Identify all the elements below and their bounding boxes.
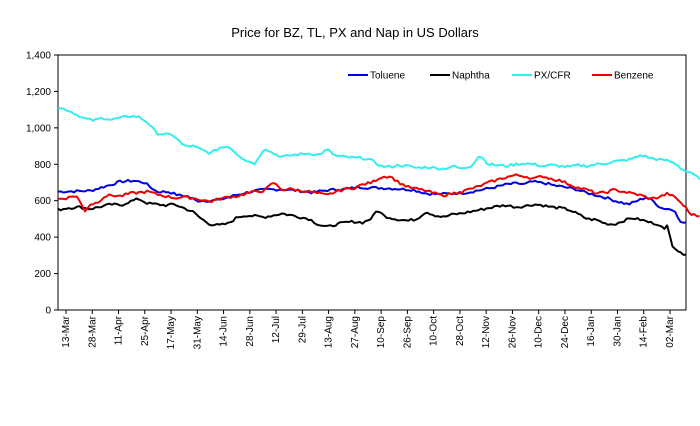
y-tick-label: 200: [34, 269, 51, 280]
legend: Toluene Naphtha PX/CFR Benzene: [348, 71, 654, 82]
x-tick-label: 31-May: [192, 316, 203, 349]
plot-frame: [57, 54, 687, 311]
legend-label: Benzene: [614, 71, 654, 82]
series-line-px-cfr: [57, 107, 700, 180]
x-tick-label: 02-Mar: [665, 315, 676, 347]
legend-label: Toluene: [370, 71, 405, 82]
y-axis: 0 200 400 600 800 1,000 1,200 1,400: [26, 51, 58, 317]
series-group: [57, 107, 700, 256]
x-tick-label: 10-Dec: [534, 316, 545, 348]
x-tick-label: 29-Jul: [297, 316, 308, 343]
x-tick-label: 17-May: [166, 316, 177, 349]
y-tick-label: 1,000: [26, 123, 51, 134]
plot-area: [57, 54, 687, 311]
y-tick-label: 800: [34, 160, 51, 171]
x-tick-label: 26-Nov: [507, 316, 518, 348]
legend-label: Naphtha: [452, 71, 490, 82]
x-tick-label: 13-Mar: [61, 315, 72, 347]
x-tick-label: 25-Apr: [140, 315, 151, 346]
series-line-toluene: [57, 178, 687, 224]
x-tick-label: 10-Sep: [376, 316, 387, 349]
x-tick-label: 14-Jun: [219, 316, 230, 347]
y-tick-label: 0: [45, 306, 51, 317]
chart-title: Price for BZ, TL, PX and Nap in US Dolla…: [231, 25, 479, 40]
y-tick-label: 600: [34, 196, 51, 207]
x-axis: 13-Mar 28-Mar 11-Apr 25-Apr 17-May 31-May 14-J…: [61, 310, 676, 349]
series-line-benzene: [57, 173, 700, 218]
x-tick-label: 16-Jan: [586, 316, 597, 347]
x-tick-label: 11-Apr: [114, 315, 125, 345]
x-tick-label: 12-Nov: [481, 316, 492, 348]
x-tick-label: 24-Dec: [560, 316, 571, 348]
x-tick-label: 26-Sep: [402, 316, 413, 349]
x-tick-label: 13-Aug: [324, 316, 335, 348]
x-tick-label: 14-Feb: [639, 316, 650, 348]
x-tick-label: 10-Oct: [429, 316, 440, 346]
y-tick-label: 1,400: [26, 51, 51, 62]
x-tick-label: 28-Mar: [87, 315, 98, 347]
x-tick-label: 27-Aug: [350, 316, 361, 348]
x-tick-label: 28-Oct: [455, 316, 466, 346]
x-tick-label: 30-Jan: [612, 316, 623, 347]
y-tick-label: 400: [34, 233, 51, 244]
x-tick-label: 12-Jul: [271, 316, 282, 343]
legend-label: PX/CFR: [534, 71, 571, 82]
x-tick-label: 28-Jun: [245, 316, 256, 347]
y-tick-label: 1,200: [26, 87, 51, 98]
series-line-naphtha: [57, 197, 686, 256]
